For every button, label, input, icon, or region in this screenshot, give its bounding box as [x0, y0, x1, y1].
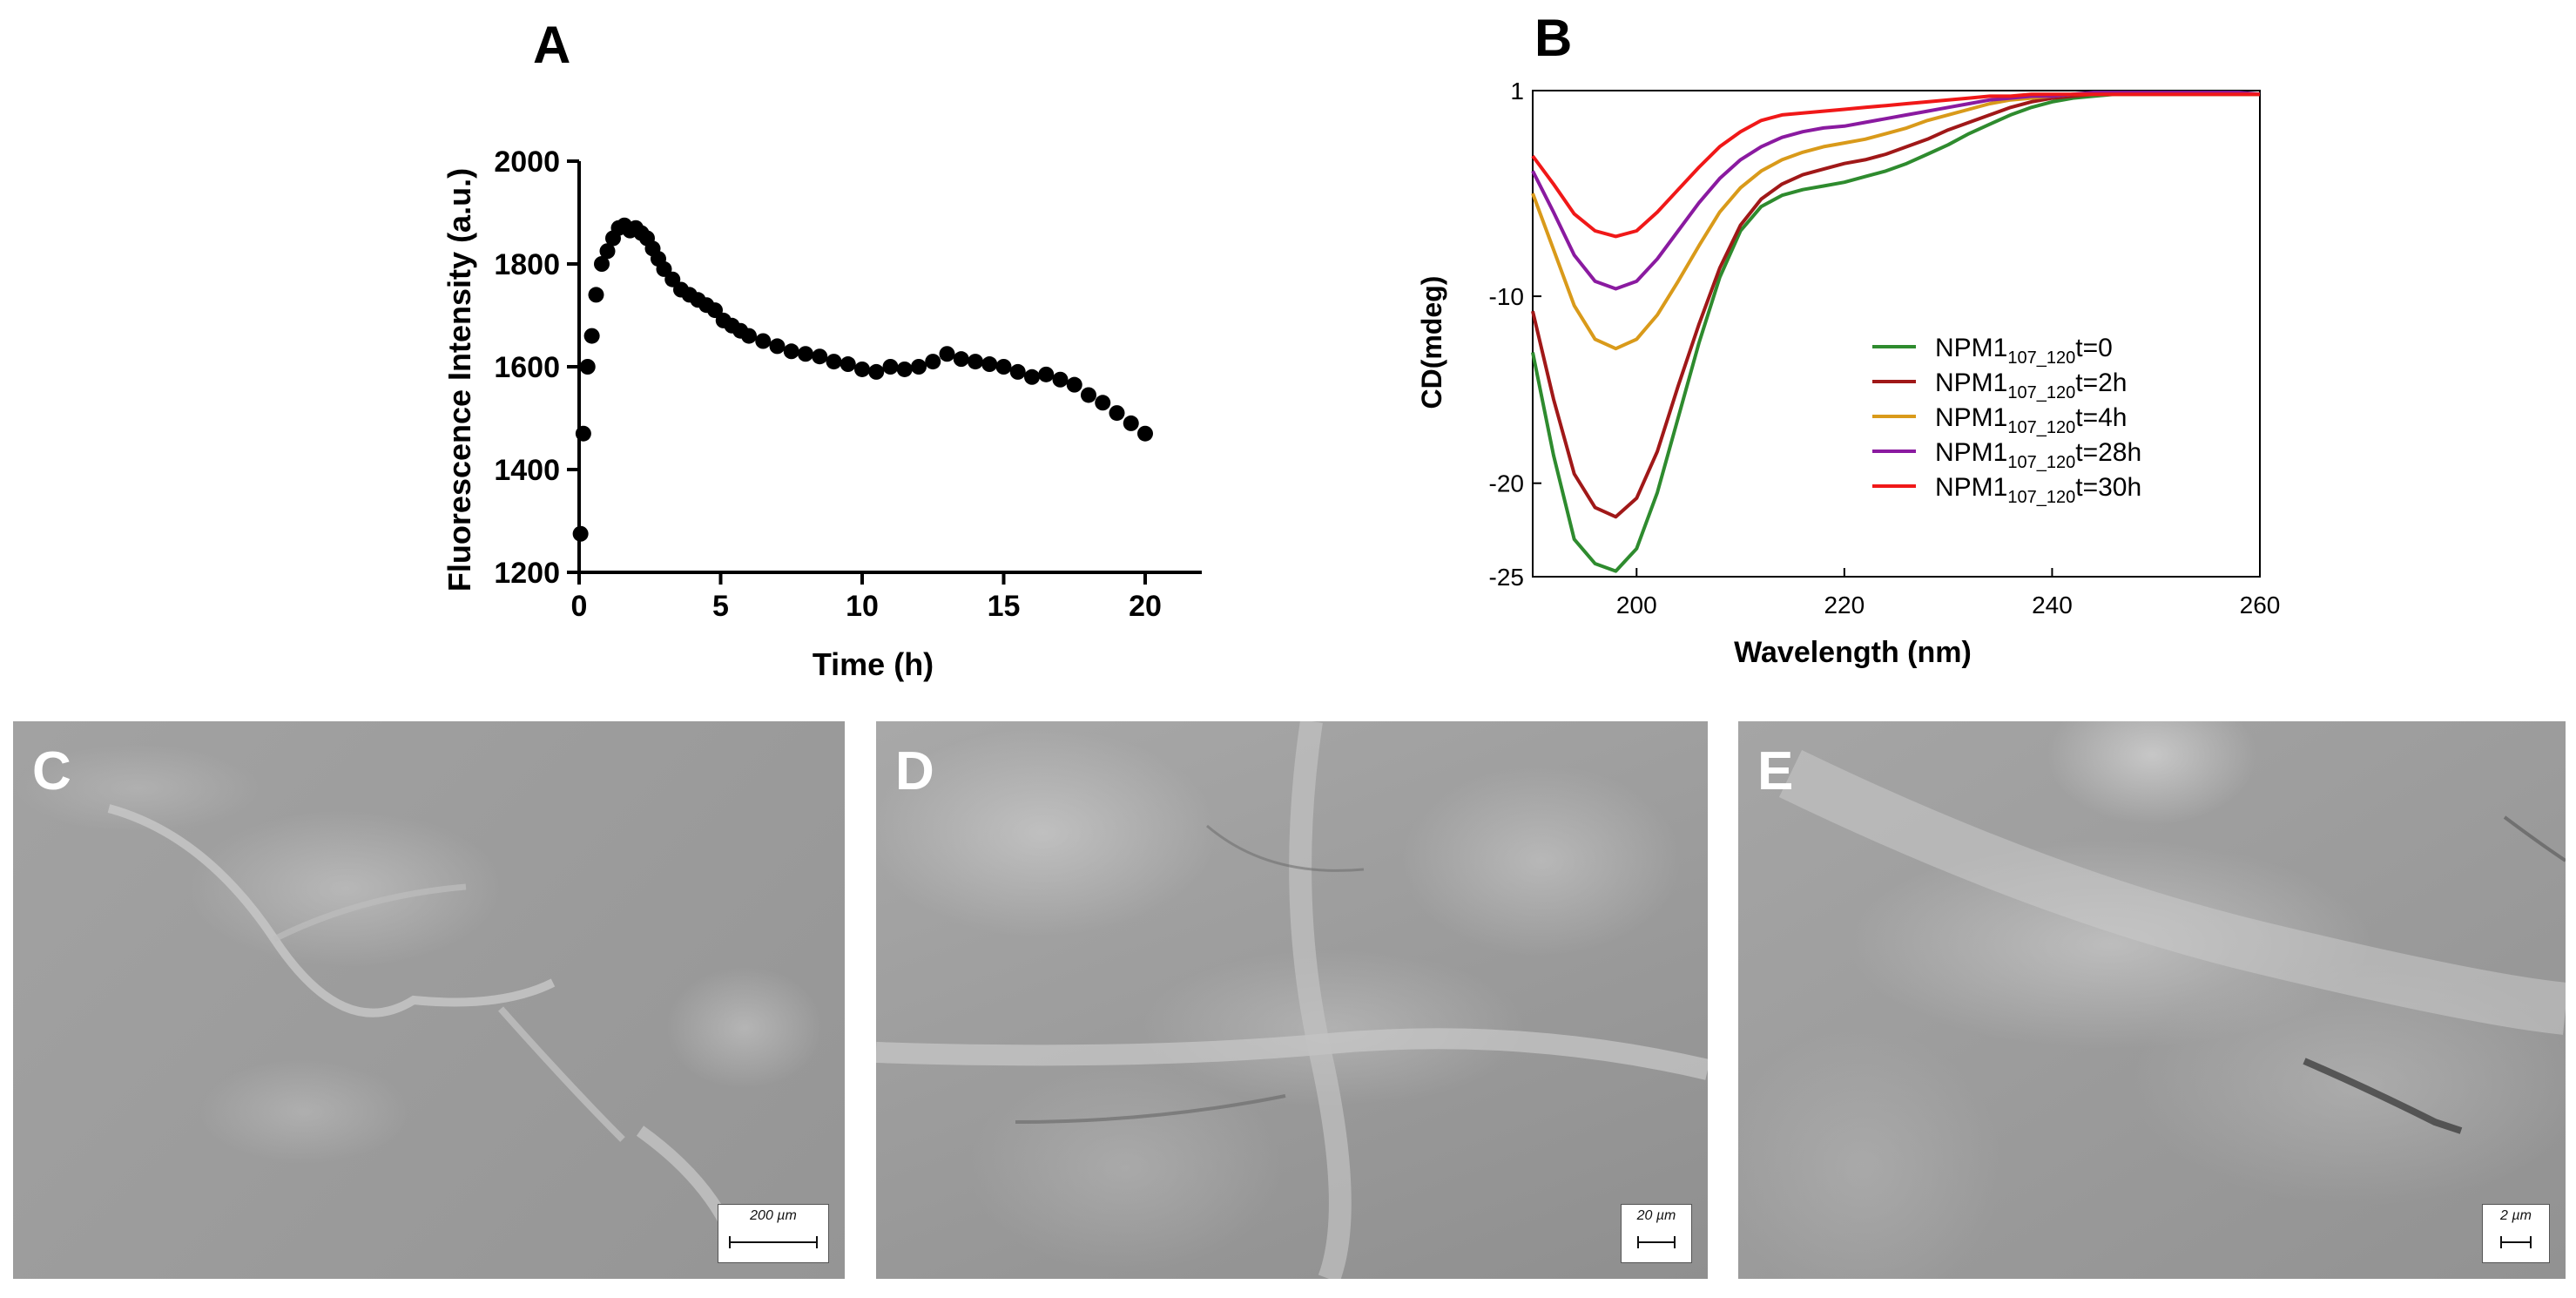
- micrograph-c-fiber: [107, 804, 733, 1230]
- chart-a-data-point: [572, 525, 589, 542]
- chart-b-y-tick-label: -10: [1489, 283, 1524, 310]
- micrograph-e: E 2 µm: [1738, 721, 2566, 1279]
- chart-a-data-point: [1038, 366, 1055, 382]
- chart-a-data-point: [1066, 376, 1082, 393]
- chart-b-y-tick-label: 1: [1510, 78, 1524, 105]
- chart-a-data-point: [783, 343, 799, 360]
- chart-a-data-point: [741, 328, 757, 344]
- chart-a-data-point: [826, 354, 842, 370]
- chart-a-data-point: [896, 361, 913, 377]
- chart-a-x-tick-label: 0: [571, 590, 588, 623]
- scale-bar-d-line: [1637, 1241, 1676, 1243]
- chart-a-y-tick-label: 1600: [494, 351, 560, 384]
- chart-b-x-label: Wavelength (nm): [1734, 636, 1972, 669]
- chart-a-y-label: Fluorescence Intensity (a.u.): [442, 168, 477, 592]
- chart-a-data-point: [594, 256, 610, 272]
- scale-bar-e-line: [2500, 1241, 2532, 1243]
- scale-bar-d-tick-right: [1674, 1236, 1676, 1248]
- scale-bar-e: 2 µm: [2482, 1204, 2550, 1263]
- micrograph-c: C 200 µm: [13, 721, 845, 1279]
- scale-bar-d-tick-left: [1637, 1236, 1639, 1248]
- chart-b-series-line: [1531, 92, 2260, 519]
- chart-b-series-line: [1531, 92, 2260, 351]
- chart-a-data-point: [868, 363, 885, 380]
- scale-bar-c-tick-right: [816, 1236, 818, 1248]
- chart-b-legend-label: NPM1107_120t=2h: [1935, 368, 2127, 402]
- micrograph-c-label: C: [32, 741, 71, 801]
- chart-a-data-point: [583, 328, 600, 344]
- chart-a-x-label: Time (h): [813, 646, 934, 682]
- micrograph-e-features: [1778, 749, 2566, 1134]
- scale-bar-c-tick-left: [729, 1236, 731, 1248]
- chart-a-data-point: [575, 425, 591, 442]
- chart-b-x-tick-label: 220: [1824, 592, 1865, 619]
- chart-a-data-point: [1024, 368, 1040, 385]
- chart-a-data-point: [1052, 371, 1069, 388]
- chart-a-data-point: [588, 287, 604, 303]
- chart-a-x-tick-label: 15: [988, 590, 1021, 623]
- chart-b-legend-label: NPM1107_120t=0: [1935, 334, 2113, 368]
- chart-b-legend-label: NPM1107_120t=4h: [1935, 403, 2127, 437]
- scale-bar-c: 200 µm: [718, 1204, 829, 1263]
- chart-b-y-tick-label: -25: [1489, 564, 1524, 591]
- micrograph-d-label: D: [895, 741, 934, 801]
- chart-a-data-point: [1009, 363, 1026, 380]
- micrograph-d: D 20 µm: [876, 721, 1708, 1279]
- chart-a-data-point: [599, 243, 616, 260]
- chart-b-x-tick-label: 260: [2240, 592, 2281, 619]
- chart-a-y-tick-label: 2000: [494, 145, 560, 179]
- chart-b: 1 -10 -20 -25 200 220 240 260 Wavelength (nm) CD(…: [1416, 78, 2280, 669]
- chart-a-data-point: [968, 354, 983, 370]
- chart-a-data-point: [1137, 425, 1153, 442]
- chart-b-x-tick-label: 240: [2032, 592, 2073, 619]
- chart-a-data-point: [840, 356, 856, 373]
- chart-a-data-point: [1109, 405, 1125, 422]
- micrograph-e-label: E: [1757, 741, 1794, 801]
- micrograph-d-fibers: [876, 721, 1708, 1279]
- chart-a-data-point: [882, 359, 899, 375]
- scale-bar-d-label: 20 µm: [1636, 1208, 1676, 1223]
- chart-a-data-point: [769, 338, 786, 355]
- chart-a-data-point: [981, 356, 998, 373]
- chart-a-data-point: [939, 346, 955, 362]
- chart-a-data-point: [953, 351, 969, 368]
- chart-a-y-tick-label: 1200: [494, 557, 560, 590]
- chart-a: 1200 1400 1600 1800 2000 0 5 10 15 20 Time (h) Fluo…: [442, 145, 1202, 682]
- chart-b-series-line: [1531, 91, 2261, 291]
- chart-b-frame: [1532, 90, 2261, 578]
- chart-b-series-line: [1531, 92, 2260, 239]
- scale-bar-e-tick-left: [2500, 1236, 2502, 1248]
- chart-a-data-point: [911, 359, 927, 375]
- scale-bar-d: 20 µm: [1621, 1204, 1692, 1263]
- chart-a-data-point: [798, 346, 813, 362]
- scale-bar-e-label: 2 µm: [2500, 1208, 2532, 1223]
- chart-a-data-point: [1081, 387, 1096, 403]
- chart-a-data-point: [755, 333, 772, 349]
- chart-b-x-tick-label: 200: [1616, 592, 1657, 619]
- panel-b-letter: B: [1534, 9, 1572, 67]
- chart-a-data-point: [925, 354, 941, 370]
- chart-a-x-tick-label: 10: [846, 590, 879, 623]
- scale-bar-e-tick-right: [2530, 1236, 2532, 1248]
- chart-a-y-tick-label: 1800: [494, 248, 560, 281]
- chart-a-x-tick-label: 20: [1129, 590, 1162, 623]
- scale-bar-c-line: [729, 1241, 818, 1243]
- chart-b-legend-label: NPM1107_120t=30h: [1935, 473, 2141, 507]
- chart-a-x-tick-label: 5: [712, 590, 729, 623]
- chart-a-data-point: [854, 361, 870, 377]
- chart-a-data-point: [579, 359, 596, 375]
- chart-a-y-tick-label: 1400: [494, 454, 560, 487]
- chart-b-y-tick-label: -20: [1489, 470, 1524, 497]
- chart-a-data-point: [812, 348, 828, 365]
- chart-a-data-point: [995, 359, 1012, 375]
- chart-a-data-point: [1123, 415, 1139, 431]
- chart-a-data-point: [1095, 395, 1111, 411]
- chart-b-legend-label: NPM1107_120t=28h: [1935, 438, 2141, 472]
- chart-b-y-label: CD(mdeg): [1416, 276, 1447, 409]
- scale-bar-c-label: 200 µm: [750, 1208, 797, 1223]
- panel-a-letter: A: [533, 16, 570, 74]
